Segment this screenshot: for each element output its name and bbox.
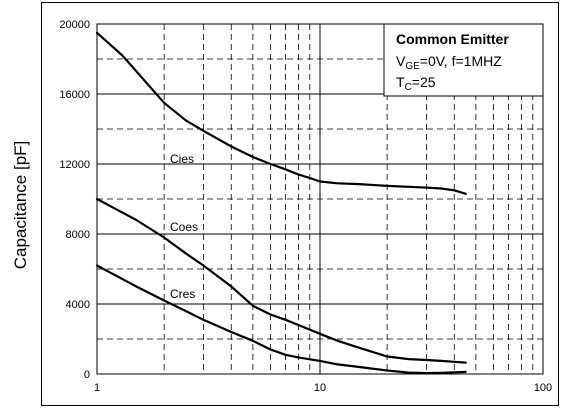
legend-t-rest: =25 xyxy=(412,74,436,90)
y-tick-labels: 0 4000 8000 12000 16000 20000 xyxy=(59,19,90,381)
series xyxy=(95,31,467,375)
x-tick-labels: 1 10 100 xyxy=(94,382,552,394)
series-line-cres xyxy=(95,264,467,375)
legend-t-sub: C xyxy=(405,82,412,93)
figure-frame xyxy=(41,2,559,406)
legend-v-main: V xyxy=(396,53,406,69)
series-line-coes xyxy=(95,197,467,364)
legend-condition-temperature: TC=25 xyxy=(396,74,436,93)
legend-frame xyxy=(383,23,544,97)
series-line-cies xyxy=(95,31,467,195)
legend-v-rest: =0V, f=1MHZ xyxy=(420,53,502,69)
legend-title: Common Emitter xyxy=(396,31,509,47)
legend-v-sub: GE xyxy=(405,61,420,72)
y-tick-label: 0 xyxy=(84,369,90,381)
x-tick-label: 10 xyxy=(314,382,326,394)
x-tick-label: 100 xyxy=(534,382,552,394)
y-tick-label: 8000 xyxy=(66,229,90,241)
legend-condition-voltage: VGE=0V, f=1MHZ xyxy=(396,53,502,72)
series-label-cies: Cies xyxy=(170,152,194,166)
legend-t-main: T xyxy=(396,74,405,90)
y-axis-label: Capacitance [pF] xyxy=(11,141,30,270)
legend-box: Common Emitter VGE=0V, f=1MHZ TC=25 xyxy=(383,23,544,97)
y-tick-label: 4000 xyxy=(66,299,90,311)
series-label-cres: Cres xyxy=(170,287,195,301)
y-tick-label: 16000 xyxy=(59,89,90,101)
series-label-coes: Coes xyxy=(170,220,198,234)
y-tick-label: 12000 xyxy=(59,159,90,171)
x-tick-label: 1 xyxy=(94,382,100,394)
y-tick-label: 20000 xyxy=(59,19,90,31)
